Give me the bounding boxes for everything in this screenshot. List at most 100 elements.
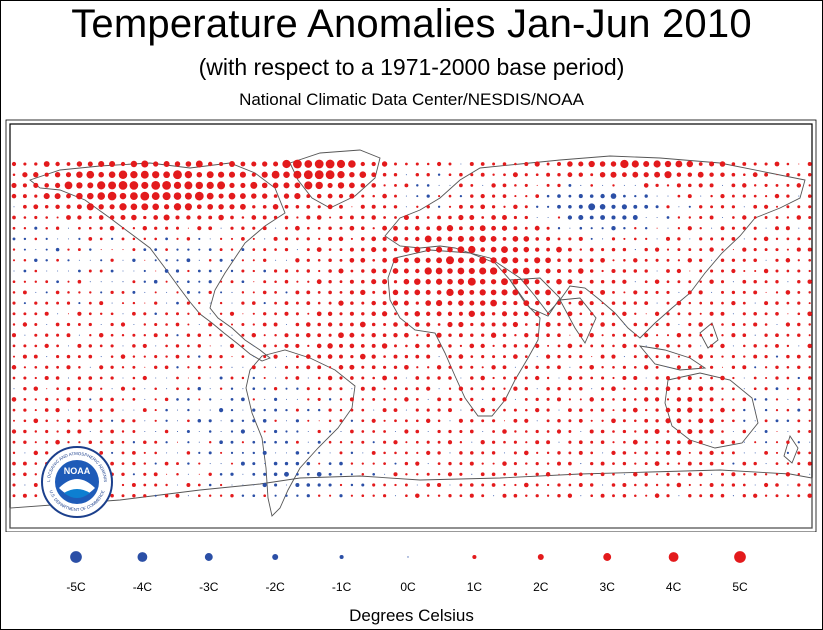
anomaly-dot (732, 408, 735, 412)
anomaly-dot (263, 366, 266, 369)
anomaly-dot (284, 237, 289, 241)
anomaly-dot (491, 397, 496, 402)
anomaly-dot (45, 301, 49, 305)
anomaly-dot (34, 323, 38, 326)
anomaly-dot (89, 334, 92, 337)
anomaly-dot (622, 301, 627, 305)
anomaly-dot (23, 237, 27, 241)
anomaly-dot (252, 291, 255, 294)
anomaly-dot (643, 160, 650, 168)
anomaly-dot (89, 248, 92, 251)
anomaly-dot (557, 290, 561, 295)
anomaly-dot (132, 376, 136, 380)
anomaly-dot (623, 226, 626, 230)
anomaly-dot (372, 430, 376, 433)
anomaly-dot (34, 365, 38, 369)
anomaly-dot (633, 301, 637, 305)
anomaly-dot (612, 409, 615, 412)
anomaly-dot (677, 462, 681, 465)
anomaly-dot (480, 247, 486, 252)
anomaly-dot (699, 451, 703, 455)
anomaly-dot (382, 279, 388, 285)
anomaly-dot (666, 290, 670, 294)
anomaly-dot (743, 377, 745, 379)
anomaly-dot (143, 280, 146, 283)
anomaly-dot (666, 450, 670, 455)
anomaly-dot (502, 162, 507, 166)
anomaly-dot (89, 259, 91, 261)
anomaly-dot (328, 236, 333, 241)
anomaly-dot (176, 248, 179, 251)
anomaly-dot (742, 258, 746, 262)
anomaly-dot (808, 419, 811, 422)
anomaly-dot (338, 365, 344, 370)
anomaly-dot (151, 180, 161, 190)
anomaly-dot (590, 440, 594, 444)
anomaly-dot (392, 289, 399, 296)
anomaly-dot (580, 463, 582, 465)
anomaly-dot (448, 397, 452, 402)
anomaly-dot (634, 419, 637, 423)
anomaly-dot (731, 333, 736, 338)
anomaly-dot (534, 225, 540, 231)
anomaly-dot (535, 375, 540, 381)
anomaly-dot (481, 451, 485, 455)
anomaly-dot (372, 194, 375, 198)
anomaly-dot (198, 451, 201, 454)
anomaly-dot (535, 429, 539, 434)
anomaly-dot (699, 258, 703, 262)
anomaly-dot (709, 483, 714, 487)
anomaly-dot (338, 236, 344, 242)
anomaly-dot (241, 451, 244, 454)
legend-dot (137, 552, 148, 562)
anomaly-dot (208, 430, 212, 433)
anomaly-dot (140, 191, 150, 201)
anomaly-dot (568, 237, 572, 241)
anomaly-dot (742, 365, 747, 370)
anomaly-dot (275, 227, 277, 229)
anomaly-dot (154, 301, 158, 305)
anomaly-dot (34, 215, 38, 220)
anomaly-dot (677, 227, 681, 230)
anomaly-dot (175, 354, 180, 359)
anomaly-dot (545, 300, 551, 306)
anomaly-dot (448, 205, 452, 208)
anomaly-dot (306, 322, 311, 327)
anomaly-dot (763, 236, 769, 242)
anomaly-dot (404, 364, 409, 370)
anomaly-dot (99, 312, 103, 316)
anomaly-dot (67, 280, 70, 283)
anomaly-dot (66, 162, 71, 166)
legend-dot (603, 553, 612, 561)
anomaly-dot (121, 419, 125, 423)
anomaly-dot (764, 344, 768, 348)
anomaly-dot (602, 184, 604, 186)
anomaly-dot (666, 472, 670, 476)
anomaly-dot (765, 463, 767, 465)
anomaly-dot (372, 462, 375, 465)
anomaly-dot (524, 173, 528, 177)
anomaly-dot (315, 181, 323, 190)
anomaly-dot (415, 343, 420, 349)
anomaly-dot (110, 269, 114, 273)
anomaly-dot (754, 269, 757, 273)
anomaly-dot (808, 237, 812, 241)
anomaly-dot (808, 408, 811, 412)
anomaly-dot (295, 225, 300, 231)
anomaly-dot (229, 161, 235, 167)
anomaly-dot (513, 226, 518, 231)
anomaly-dot (709, 493, 714, 498)
anomaly-dot (426, 333, 431, 338)
anomaly-dot (361, 194, 365, 198)
anomaly-dot (67, 377, 70, 379)
anomaly-dot (797, 419, 801, 423)
anomaly-dot (208, 269, 212, 273)
anomaly-dot (198, 398, 201, 401)
anomaly-dot (666, 248, 670, 251)
anomaly-dot (676, 332, 682, 338)
anomaly-dot (230, 376, 234, 380)
anomaly-dot (55, 161, 60, 167)
anomaly-dot (130, 171, 138, 179)
anomaly-dot (327, 193, 333, 199)
anomaly-dot (77, 397, 82, 402)
